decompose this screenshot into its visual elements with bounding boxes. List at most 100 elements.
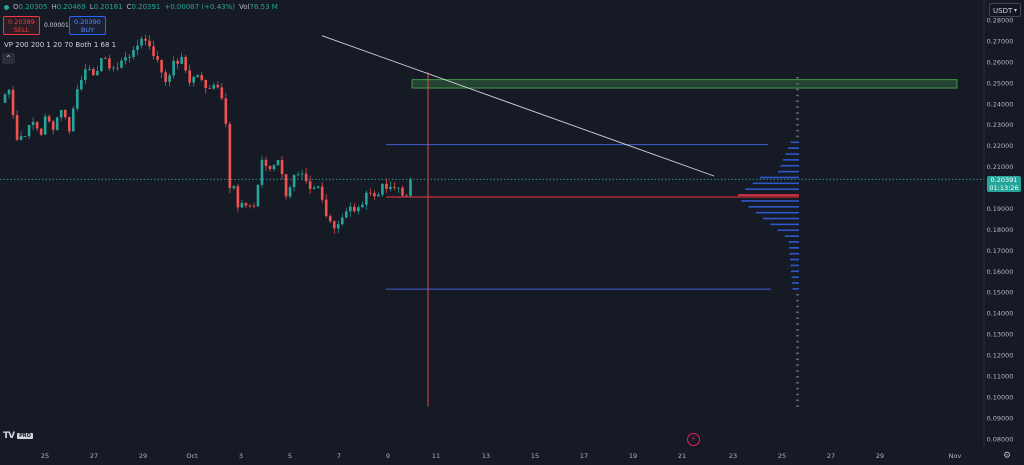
candle-body [220,87,224,99]
candle-body [7,89,11,95]
buy-label: BUY [80,26,95,34]
candle-body [140,38,143,46]
volume-profile-bar [796,129,799,132]
volume-profile-bar [796,293,799,296]
candle-body [228,123,232,189]
high-value: 0.20469 [56,3,86,11]
candle-body [88,69,91,70]
tradingview-logo[interactable]: TV PRO [3,431,33,441]
candle-body [401,187,404,196]
candle-body [276,160,280,166]
y-tick-label: 0.16000 [987,268,1014,276]
candle-body [208,87,212,89]
candle-body [328,216,332,222]
candle-body [172,60,175,76]
candle-body [104,58,107,59]
chevron-down-icon: ▾ [1013,7,1017,14]
bolt-icon[interactable]: ⚡ [687,433,700,446]
volume-profile-bar [796,112,799,114]
status-dot-icon [4,4,9,10]
candle-body [176,60,179,64]
volume-profile-bar [777,229,799,232]
candle-body [256,184,260,207]
candle-body [240,203,244,208]
spread-value: 0.00001 [44,22,69,29]
x-tick-label: 29 [139,452,147,460]
candle-body [224,98,228,124]
candle-body [292,175,296,188]
y-tick-label: 0.11000 [987,372,1014,380]
candle-body [196,75,200,77]
volume-profile-bar [792,288,799,290]
candle-body [35,121,39,129]
candle-body [31,121,35,126]
candle-body [216,84,220,88]
candle-body [55,117,59,130]
volume-profile-bar [796,77,799,79]
candle-body [128,56,131,58]
chevron-up-icon[interactable]: ⌃ [2,53,15,64]
volume-profile-bar [796,364,799,366]
candle-body [389,186,392,189]
currency-selector[interactable]: USDT ▾ [989,3,1021,17]
volume-profile-bar [796,381,799,384]
candle-body [188,70,192,83]
open-value: 0.20305 [18,3,48,11]
volume-profile-indicator-label[interactable]: VP 200 200 1 20 70 Both 1 68 1 [4,41,117,49]
currency-label: USDT [993,7,1013,15]
candle-body [308,181,312,190]
volume-profile-bar [796,370,799,372]
volume-profile-bar [752,182,799,185]
candle-body [312,187,316,190]
candle-body [100,58,103,71]
y-tick-label: 0.09000 [987,414,1014,422]
candle-body [284,174,288,197]
volume-profile-bar [782,159,799,161]
candle-body [71,108,75,132]
candle-body [264,159,268,166]
change-value: +0.00087 (+0.43%) [164,3,235,11]
y-tick-label: 0.12000 [987,352,1014,360]
volume-profile-bar [796,317,799,319]
candle-body [248,205,252,207]
candle-body [124,57,127,61]
candle-body [84,69,87,80]
volume-profile-bar [790,258,799,261]
last-price-value: 0.20391 [990,176,1018,184]
candle-body [144,38,147,41]
resistance-zone [411,79,958,89]
volume-profile-bar [796,334,799,337]
candle-body [160,59,163,73]
volume-profile-bar [759,176,799,179]
volume-profile-bar [796,387,799,390]
sell-button[interactable]: 0.20389 SELL [3,16,40,35]
candle-body [316,186,320,188]
volume-profile-bar [770,223,799,226]
buy-button[interactable]: 0.20390 BUY [69,16,106,35]
candle-body [296,174,300,176]
candle-body [349,206,352,212]
volume-profile-bar [796,135,799,138]
candle-body [365,192,368,205]
candle-body [304,173,308,182]
close-key: C [126,3,132,11]
volume-profile-bar [755,211,799,214]
volume-profile-bar [788,241,799,243]
candle-body [67,117,71,132]
candle-body [180,56,183,64]
settings-icon[interactable]: ⚙ [1003,451,1012,461]
trendline [321,35,715,177]
candle-body [47,116,51,122]
x-tick-label: 25 [41,452,49,460]
candle-body [156,56,159,60]
y-tick-label: 0.24000 [987,100,1014,108]
y-tick-label: 0.17000 [987,247,1014,255]
volume-profile-bar [790,264,799,267]
volume-profile-bar [790,141,799,144]
high-key: H [51,3,57,11]
volume-profile-bar [785,153,799,155]
candle-body [112,67,115,69]
candle-body [393,186,396,188]
x-tick-label: 27 [827,452,835,460]
